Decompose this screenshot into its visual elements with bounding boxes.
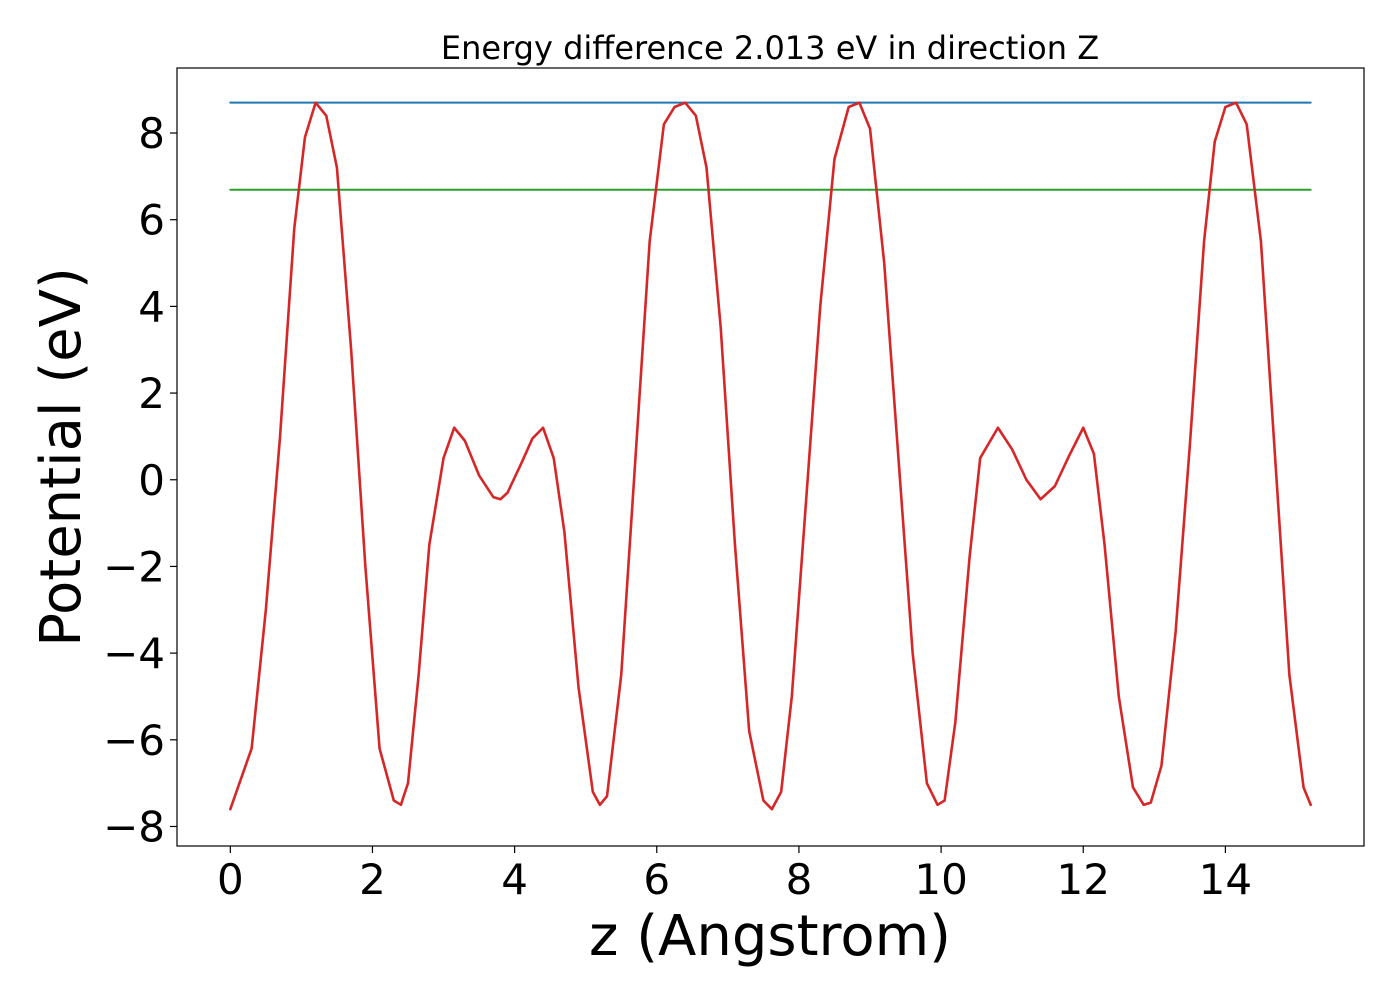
y-tick-label: 2 <box>138 369 165 418</box>
y-tick-label: −6 <box>103 716 165 765</box>
x-tick-label: 6 <box>643 855 670 904</box>
y-tick-label: 6 <box>138 196 165 245</box>
x-tick-label: 4 <box>501 855 528 904</box>
plot-frame <box>176 67 1365 847</box>
x-axis-label: z (Angstrom) <box>589 904 951 969</box>
chart-title: Energy difference 2.013 eV in direction … <box>441 29 1099 67</box>
y-tick-label: −8 <box>103 802 165 851</box>
x-tick-label: 10 <box>914 855 967 904</box>
y-tick-label: 8 <box>138 109 165 158</box>
x-axis: 0 2 4 6 8 10 12 14 <box>217 846 1252 904</box>
x-tick-label: 2 <box>359 855 386 904</box>
y-tick-label: −4 <box>103 629 165 678</box>
series-layer <box>229 101 1312 811</box>
y-axis-label: Potential (eV) <box>29 267 94 647</box>
y-tick-label: −2 <box>103 542 165 591</box>
y-tick-label: 0 <box>138 456 165 505</box>
plot-area <box>177 68 1364 846</box>
x-tick-label: 12 <box>1057 855 1110 904</box>
y-tick-label: 4 <box>138 282 165 331</box>
x-tick-label: 14 <box>1199 855 1252 904</box>
y-axis: −8 −6 −4 −2 0 2 4 6 8 <box>103 109 177 851</box>
x-tick-label: 0 <box>217 855 244 904</box>
series-line-3 <box>229 101 1312 811</box>
x-tick-label: 8 <box>786 855 813 904</box>
